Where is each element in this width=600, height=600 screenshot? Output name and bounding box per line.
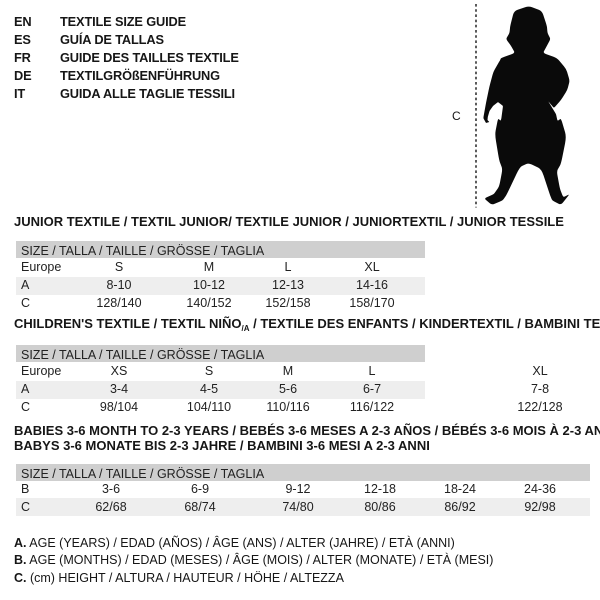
svg-text:C: C [452,109,461,123]
